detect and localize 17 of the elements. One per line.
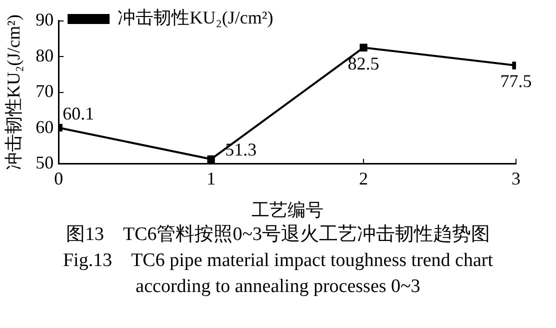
data-label: 82.5	[348, 53, 380, 74]
x-tick-label: 1	[206, 168, 216, 188]
data-label: 77.5	[500, 71, 532, 92]
y-tick-label: 70	[36, 81, 54, 102]
y-tick-label: 80	[36, 45, 54, 66]
x-axis-title: 工艺编号	[251, 200, 324, 220]
caption: 图13 TC6管料按照0~3号退火工艺冲击韧性趋势图	[64, 223, 492, 247]
y-tick-label: 60	[36, 116, 54, 137]
data-label: 60.1	[62, 103, 94, 124]
x-tick-label: 2	[359, 168, 368, 188]
x-tick-label: 0	[54, 168, 64, 188]
y-tick-label: 90	[36, 10, 54, 30]
y-axis-title: 冲击韧性KU₂(J/cm²)	[4, 14, 24, 170]
x-tick-label: 3	[512, 168, 520, 188]
caption: Fig.13 TC6 pipe material impact toughness trend chart according to annealing processes 0~3	[62, 249, 494, 299]
y-tick-label: 50	[36, 152, 54, 173]
legend-label: 冲击韧性KU₂(J/cm²)	[118, 8, 274, 28]
